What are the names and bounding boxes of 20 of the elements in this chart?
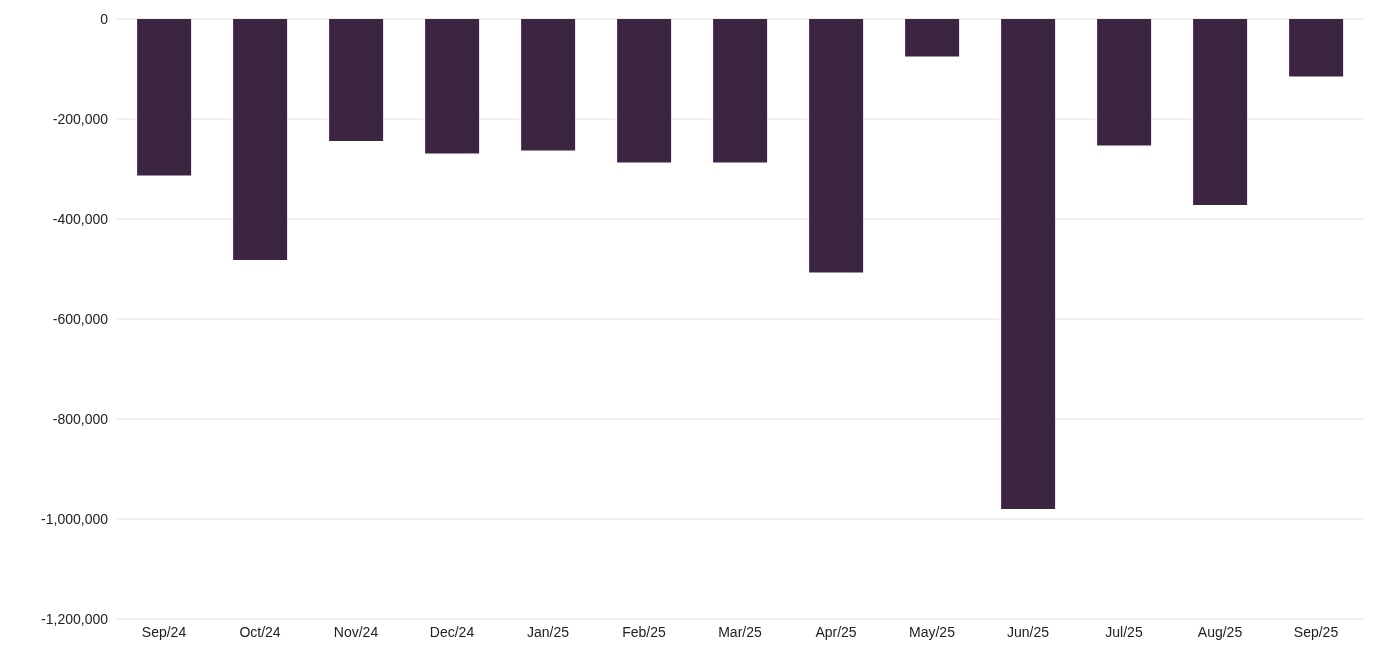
y-tick-label: -600,000 [52, 310, 109, 327]
x-tick-label: Aug/25 [1197, 623, 1243, 640]
x-tick-label: Jul/25 [1105, 623, 1143, 640]
x-tick-label: May/25 [909, 623, 956, 640]
x-tick-label: Nov/24 [333, 623, 379, 640]
x-tick-label: Mar/25 [718, 623, 762, 640]
y-tick-label: 0 [100, 10, 109, 27]
y-tick-label: -800,000 [52, 410, 109, 427]
x-tick-label: Jan/25 [526, 623, 570, 640]
x-tick-label: Dec/24 [429, 623, 475, 640]
x-tick-label: Sep/25 [1293, 623, 1339, 640]
y-tick-label: -1,000,000 [41, 510, 109, 527]
x-tick-label: Apr/25 [815, 623, 857, 640]
y-tick-label: -400,000 [52, 210, 109, 227]
x-tick-label: Jun/25 [1006, 623, 1050, 640]
y-tick-label: -200,000 [52, 110, 109, 127]
x-tick-label: Oct/24 [239, 623, 281, 640]
x-tick-label: Feb/25 [622, 623, 666, 640]
x-tick-label: Sep/24 [141, 623, 187, 640]
y-tick-label: -1,200,000 [41, 610, 109, 627]
